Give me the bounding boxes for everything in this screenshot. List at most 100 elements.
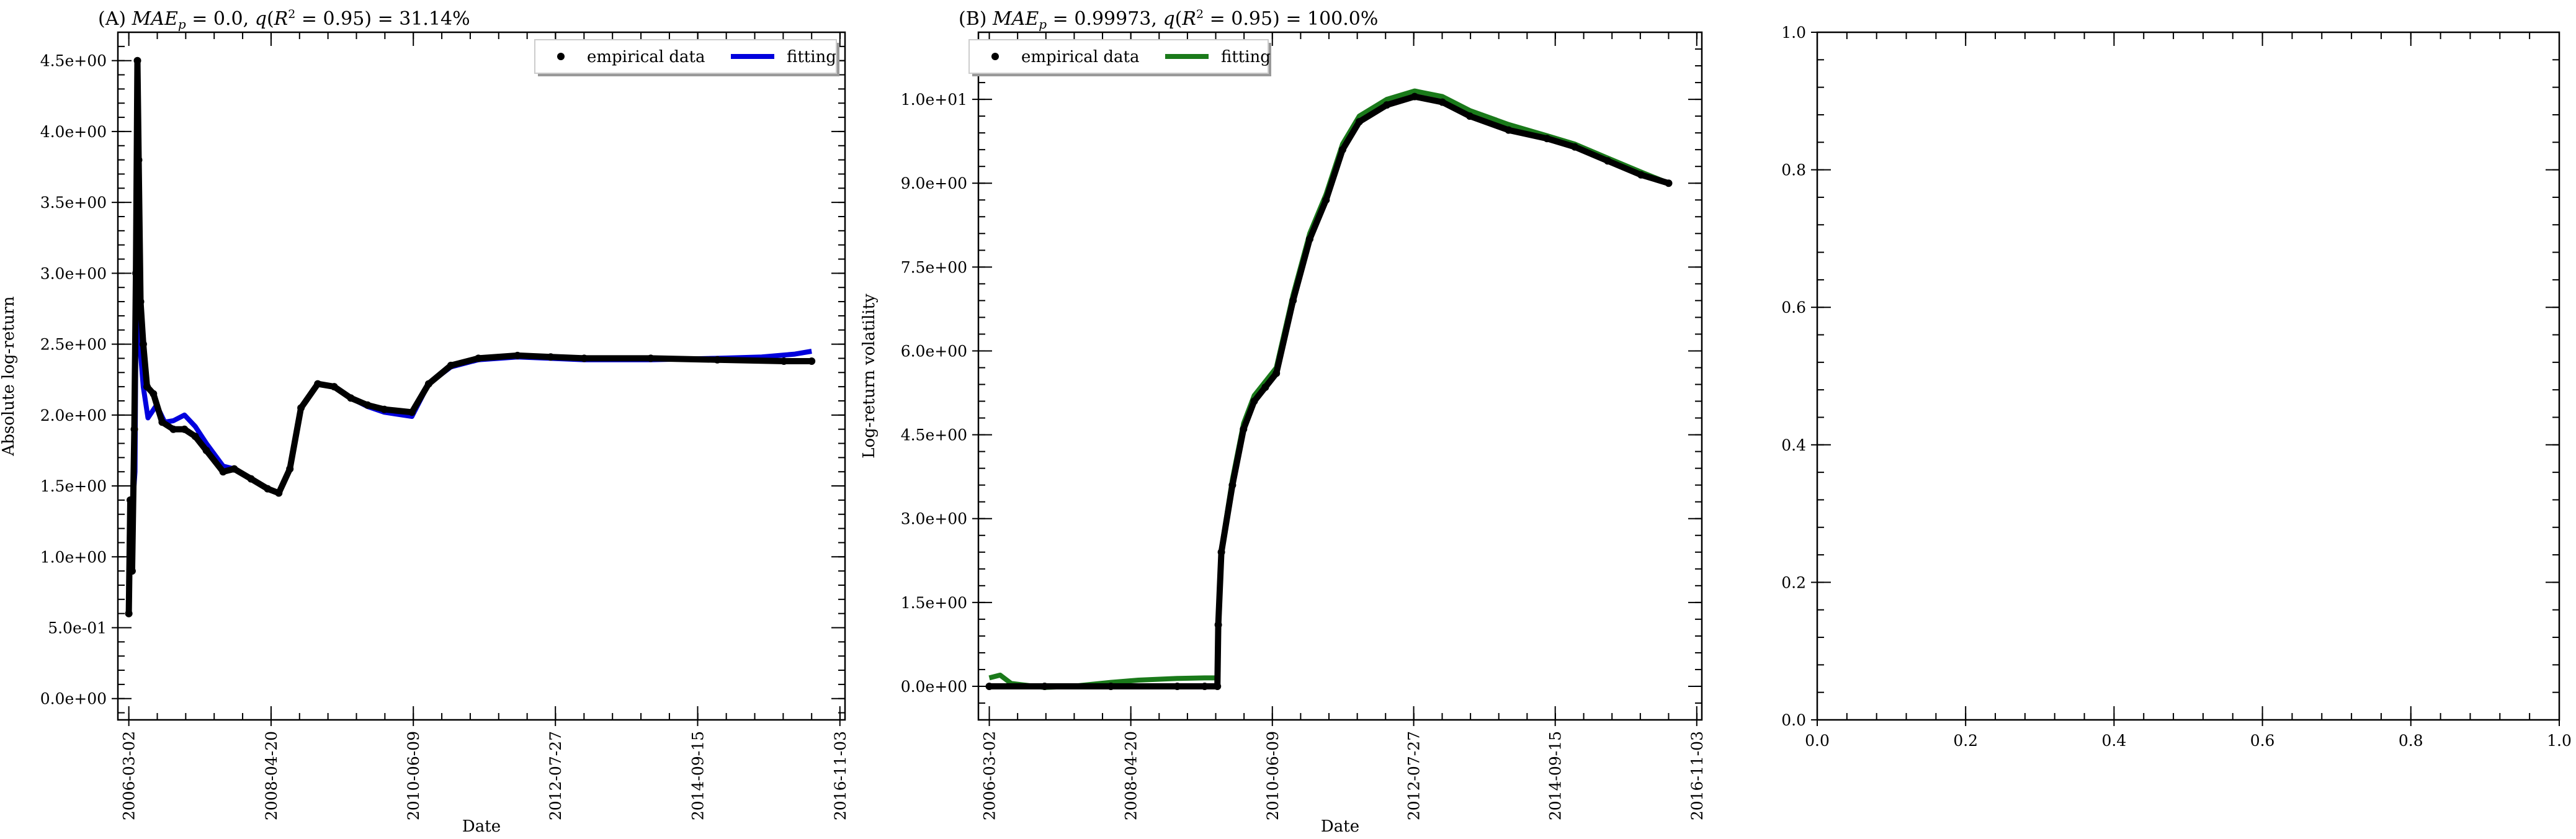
data-point-empirical [380,405,388,413]
series-line-fitting [126,186,812,578]
data-point-empirical [1272,369,1281,377]
data-point-empirical [230,465,238,473]
data-point-empirical [447,361,455,369]
data-point-empirical [1306,235,1313,243]
data-point-empirical [646,354,655,362]
data-point-empirical [1261,384,1269,391]
x-tick-label: 2010-06-09 [405,731,423,820]
legend-label-fitting: fitting [1221,48,1271,66]
data-point-empirical [547,353,555,361]
x-tick-label: 2016-11-03 [831,731,849,820]
x-tick-label: 0.2 [1953,732,1978,750]
data-point-empirical [1107,683,1115,690]
data-point-empirical [202,446,210,454]
data-point-empirical [128,567,136,575]
data-point-empirical [1217,548,1225,556]
chart-panel-1: (A) MAEp = 0.0, q(R2 = 0.95) = 31.14% 0.0… [0,7,849,836]
y-tick-label: 9.0e+00 [901,174,967,192]
data-point-empirical [1228,481,1237,489]
data-point-empirical [150,390,158,398]
data-point-empirical [1411,92,1419,101]
data-point-empirical [135,156,143,164]
y-tick-label: 0.0e+00 [40,690,107,708]
data-point-empirical [139,340,147,348]
data-point-empirical [1604,157,1612,165]
y-tick-label: 1.5e+00 [901,594,967,612]
x-tick-label: 2012-07-27 [1405,731,1423,820]
y-tick-label: 6.0e+00 [901,342,967,360]
data-point-empirical [1543,135,1551,143]
data-point-empirical [424,380,432,388]
data-point-empirical [136,298,145,306]
data-point-empirical [1201,683,1209,690]
series-trace-empirical [125,57,812,614]
plot-series-group [985,88,1673,690]
plot-series-group [125,56,816,617]
data-point-empirical [985,683,993,690]
x-tick-label: 2006-03-02 [120,731,138,820]
data-point-empirical [158,418,166,426]
x-axis-label: Date [462,817,501,836]
chart-panel-3: 0.0 0.2 0.4 0.6 0.8 1.0 0.0 0.2 0.4 0.6 0.8 1.0 [1781,24,2572,750]
y-tick-label: 1.5e+00 [40,477,107,495]
x-tick-label: 2006-03-02 [981,731,999,820]
x-tick-label: 2008-04-20 [1122,731,1140,820]
y-tick-label: 0.8 [1781,161,1806,179]
data-point-empirical [169,425,177,433]
y-tick-label: 0.0 [1781,711,1806,729]
y-tick-label: 3.5e+00 [40,194,107,212]
data-point-empirical [1250,397,1258,405]
y-tick-label: 0.4 [1781,436,1806,454]
x-tick-label: 2016-11-03 [1688,731,1706,820]
x-axis-label: Date [1321,817,1359,836]
chart-title: (A) MAEp = 0.0, q(R2 = 0.95) = 31.14% [98,7,470,32]
data-point-empirical [808,357,816,365]
legend-label-empirical: empirical data [587,48,705,66]
legend-box [968,39,1269,74]
plot-area-frame [1816,31,2560,721]
data-point-empirical [1173,683,1181,690]
y-tick-label: 3.0e+00 [40,264,107,282]
data-point-empirical [219,468,227,476]
data-point-empirical [275,489,283,497]
data-point-empirical [125,609,133,617]
x-tick-label: 2010-06-09 [1264,731,1282,820]
plot-area-frame [117,31,846,721]
data-point-empirical [297,404,305,412]
data-point-empirical [1383,101,1391,109]
legend: empirical data fitting [534,39,839,76]
data-point-empirical [1466,112,1474,120]
x-tick-label: 2014-09-15 [689,731,707,820]
y-tick-label: 2.5e+00 [40,336,107,354]
data-point-empirical [143,383,151,391]
series-trace-empirical [989,93,1670,689]
plot-area-frame [977,31,1703,721]
data-point-empirical [127,496,134,504]
data-point-empirical [1240,425,1248,433]
legend-label-empirical: empirical data [1021,48,1139,66]
data-point-empirical [264,485,272,493]
data-point-empirical [130,425,138,433]
data-point-empirical [330,383,338,391]
chart-title: (B) MAEp = 0.99973, q(R2 = 0.95) = 100.0… [959,7,1378,32]
x-tick-label: 1.0 [2547,732,2572,750]
y-tick-label: 0.2 [1781,573,1806,591]
data-point-empirical [191,433,199,441]
data-point-empirical [132,269,140,277]
data-point-empirical [286,465,294,473]
y-tick-label: 3.0e+00 [901,510,967,528]
data-point-empirical [1214,683,1222,690]
y-tick-label: 1.0e+01 [901,91,967,109]
data-point-empirical [1505,126,1513,134]
x-tick-label: 0.8 [2399,732,2423,750]
data-point-empirical [1040,683,1049,690]
y-tick-label: 1.0e+00 [40,548,107,566]
legend-box [534,39,837,74]
data-point-empirical [133,56,141,65]
data-point-empirical [1338,146,1346,154]
data-point-empirical [1355,118,1363,126]
x-tick-label: 2012-07-27 [547,731,565,820]
x-tick-label: 0.4 [2102,732,2127,750]
data-point-empirical [247,475,255,483]
